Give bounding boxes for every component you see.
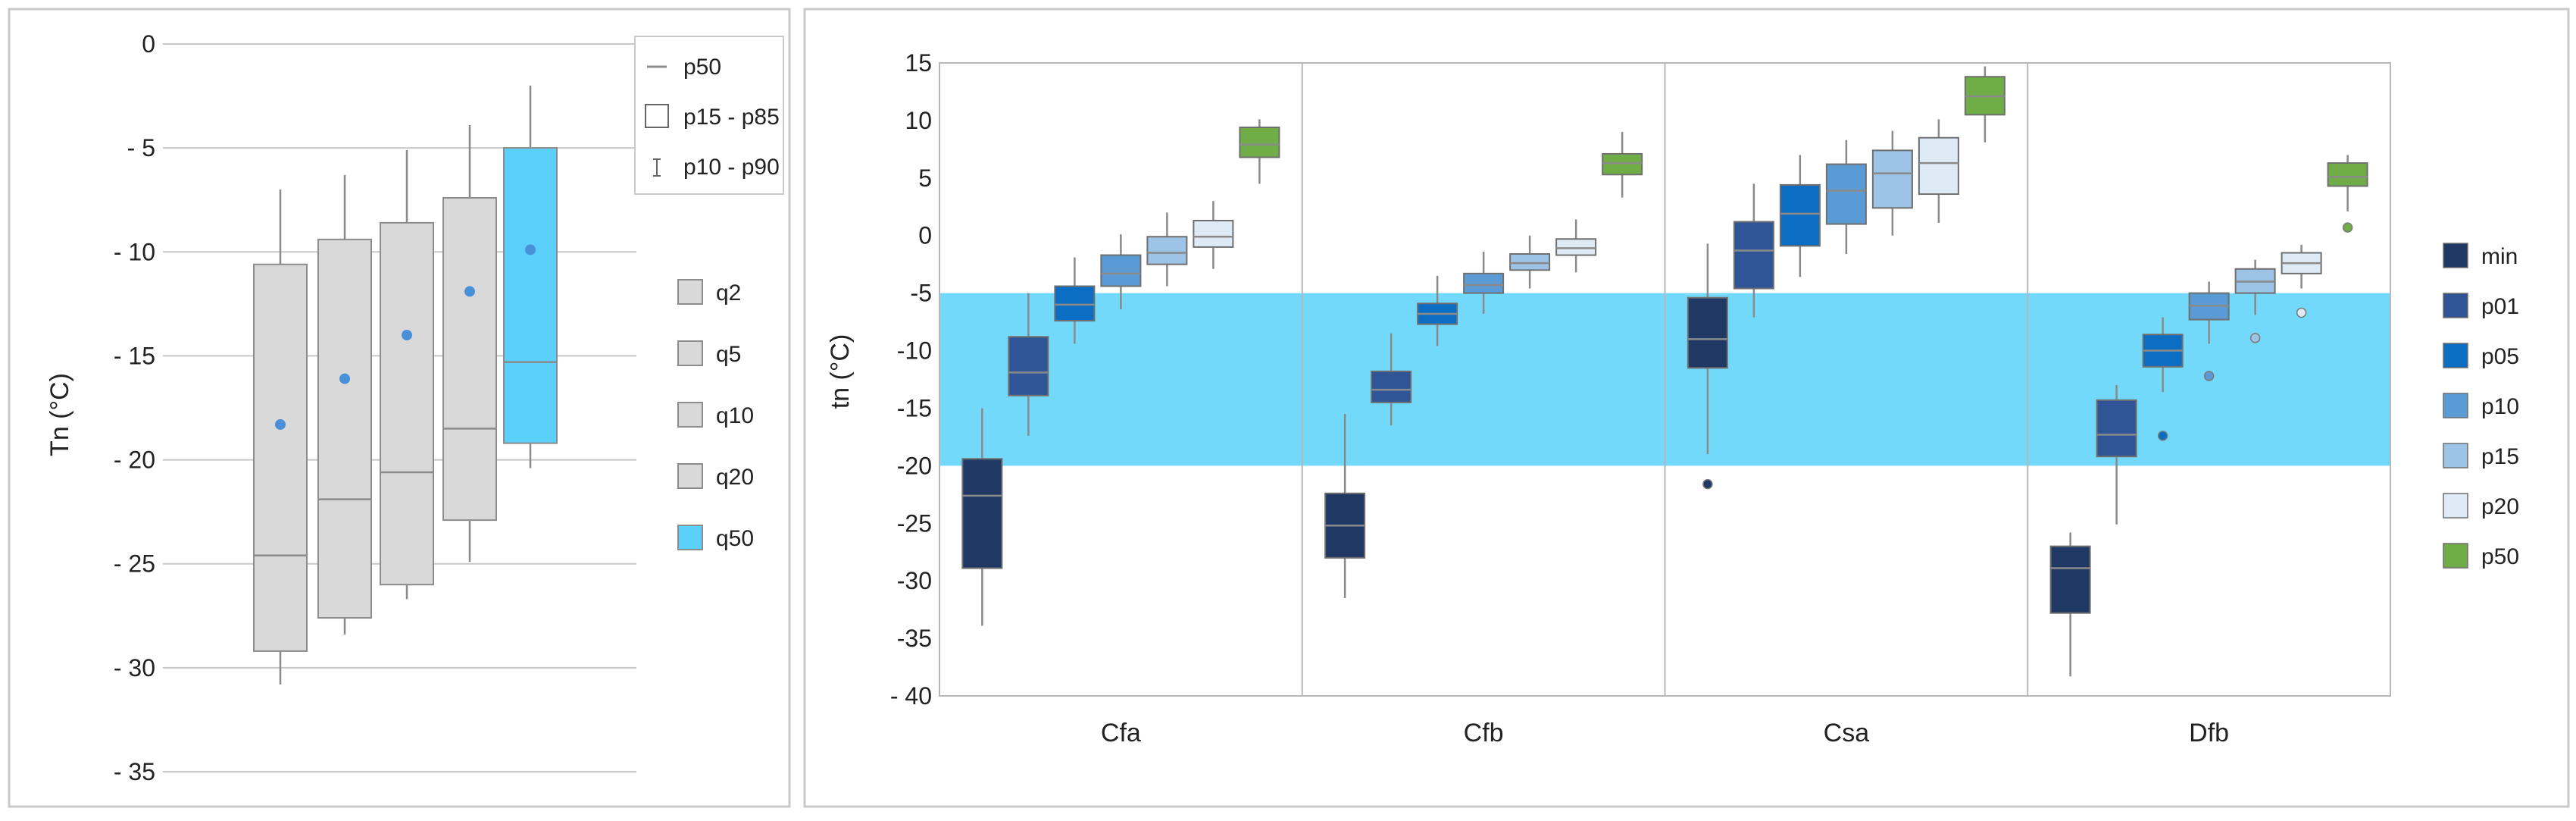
- csa-min-outlier: [1703, 480, 1712, 489]
- box-outline-icon: [646, 105, 668, 127]
- legend-label-q2: q2: [716, 280, 741, 306]
- left-q20-box: [443, 198, 496, 520]
- left-q50-mean-marker: [525, 245, 536, 255]
- right-chart-panel: 15 10 5 0 -5 -10 -15 -20 -25 -30 -35 - 40 tn (°C) C…: [805, 9, 2568, 807]
- right-y-tick-label: -25: [897, 509, 932, 537]
- dfb-p15-outlier: [2251, 334, 2260, 343]
- legend-swatch-p15: [2443, 443, 2468, 468]
- left-q20-mean-marker: [464, 286, 475, 296]
- legend-label-q10: q10: [716, 403, 754, 428]
- right-y-tick-label: 5: [918, 165, 932, 192]
- legend-label-p05: p05: [2481, 344, 2519, 369]
- legend-label-q50: q50: [716, 526, 754, 551]
- left-y-tick-label: - 35: [114, 758, 155, 785]
- legend-label-min: min: [2481, 244, 2518, 269]
- legend-swatch-q20: [678, 464, 702, 488]
- left-q10-mean-marker: [402, 330, 412, 340]
- dfb-min-box: [2051, 547, 2090, 613]
- csa-p10-box: [1827, 165, 1866, 224]
- legend-label-p20: p20: [2481, 494, 2519, 519]
- cfb-p01-box: [1371, 371, 1411, 403]
- legend-swatch-min: [2443, 243, 2468, 268]
- dfb-p20-outlier: [2297, 308, 2306, 317]
- legend-label-p50: p50: [2481, 544, 2519, 569]
- csa-p20-box: [1919, 138, 1959, 194]
- stat-legend-label-median: p50: [683, 55, 721, 80]
- legend-label-p01: p01: [2481, 294, 2519, 319]
- cfa-p10-box: [1101, 255, 1140, 287]
- right-y-tick-label: -15: [897, 394, 932, 421]
- right-y-tick-label: - 40: [890, 682, 932, 710]
- cfb-p15-box: [1510, 254, 1549, 270]
- figure: 0 - 5 - 10 - 15 - 20 - 25 - 30 - 35 Tn (°C) p50…: [0, 0, 2576, 817]
- category-label-csa: Csa: [1824, 719, 1870, 747]
- cfa-p20-box: [1193, 221, 1233, 247]
- left-box-q5: [318, 175, 371, 635]
- cfb-p20-box: [1556, 239, 1596, 255]
- right-y-tick-label: -20: [897, 452, 932, 479]
- left-q2-mean-marker: [275, 419, 286, 430]
- dfb-p01-box: [2097, 400, 2137, 456]
- dfb-p10-outlier: [2205, 371, 2214, 381]
- left-chart-panel: 0 - 5 - 10 - 15 - 20 - 25 - 30 - 35 Tn (°C) p50…: [9, 9, 789, 807]
- legend-swatch-q10: [678, 403, 702, 427]
- left-y-tick-label: - 10: [114, 238, 155, 265]
- left-box-q2: [254, 190, 307, 685]
- cfa-p50-box: [1240, 127, 1279, 157]
- dfb-p05-outlier: [2159, 431, 2168, 440]
- left-y-tick-label: - 30: [114, 654, 155, 682]
- legend-label-q5: q5: [716, 342, 741, 367]
- cfb-p10-box: [1464, 274, 1503, 293]
- cfa-p15-box: [1147, 237, 1186, 264]
- cfb-p50-box: [1602, 154, 1642, 174]
- left-stat-legend: p50 p15 - p85 p10 - p90: [635, 36, 783, 194]
- legend-swatch-q5: [678, 341, 702, 365]
- csa-p15-box: [1873, 150, 1912, 208]
- csa-p01-box: [1734, 222, 1774, 289]
- dfb-p50-box: [2328, 163, 2368, 186]
- legend-label-p15: p15: [2481, 444, 2519, 469]
- left-y-tick-label: - 5: [127, 134, 155, 161]
- legend-swatch-p01: [2443, 293, 2468, 318]
- left-q5-box: [318, 240, 371, 618]
- legend-label-p10: p10: [2481, 394, 2519, 419]
- dfb-p50-outlier: [2343, 223, 2352, 232]
- left-y-axis-title: Tn (°C): [45, 373, 74, 456]
- right-y-tick-label: -10: [897, 337, 932, 365]
- left-y-tick-label: 0: [142, 30, 155, 58]
- left-q10-box: [380, 223, 433, 584]
- right-y-tick-label: -30: [897, 567, 932, 594]
- legend-label-q20: q20: [716, 465, 754, 490]
- cfa-min-box: [962, 459, 1002, 568]
- stat-legend-label-whisker: p10 - p90: [683, 155, 780, 180]
- legend-swatch-p05: [2443, 343, 2468, 368]
- category-label-cfb: Cfb: [1464, 719, 1504, 747]
- legend-swatch-p20: [2443, 494, 2468, 518]
- left-y-tick-label: - 15: [114, 342, 155, 369]
- csa-min-box: [1688, 298, 1727, 368]
- legend-swatch-p50: [2443, 544, 2468, 568]
- right-y-tick-label: -5: [911, 280, 932, 307]
- left-q50-box: [504, 148, 557, 443]
- left-y-tick-label: - 25: [114, 550, 155, 578]
- legend-swatch-q2: [678, 280, 702, 304]
- left-q2-box: [254, 265, 307, 651]
- right-y-tick-label: 10: [905, 107, 932, 134]
- right-y-tick-label: 15: [905, 49, 932, 77]
- category-label-dfb: Dfb: [2189, 719, 2229, 747]
- right-y-tick-label: -35: [897, 625, 932, 652]
- cfa-p05-box: [1055, 287, 1094, 321]
- right-y-axis-title: tn (°C): [826, 334, 855, 409]
- csa-p05-box: [1780, 185, 1820, 246]
- legend-swatch-q50: [678, 525, 702, 550]
- stat-legend-label-box: p15 - p85: [683, 105, 780, 130]
- cfa-p01-box: [1008, 337, 1048, 395]
- category-label-cfa: Cfa: [1101, 719, 1141, 747]
- legend-swatch-p10: [2443, 393, 2468, 418]
- left-y-tick-label: - 20: [114, 447, 155, 474]
- right-y-tick-label: 0: [918, 222, 932, 249]
- left-q5-mean-marker: [339, 374, 350, 384]
